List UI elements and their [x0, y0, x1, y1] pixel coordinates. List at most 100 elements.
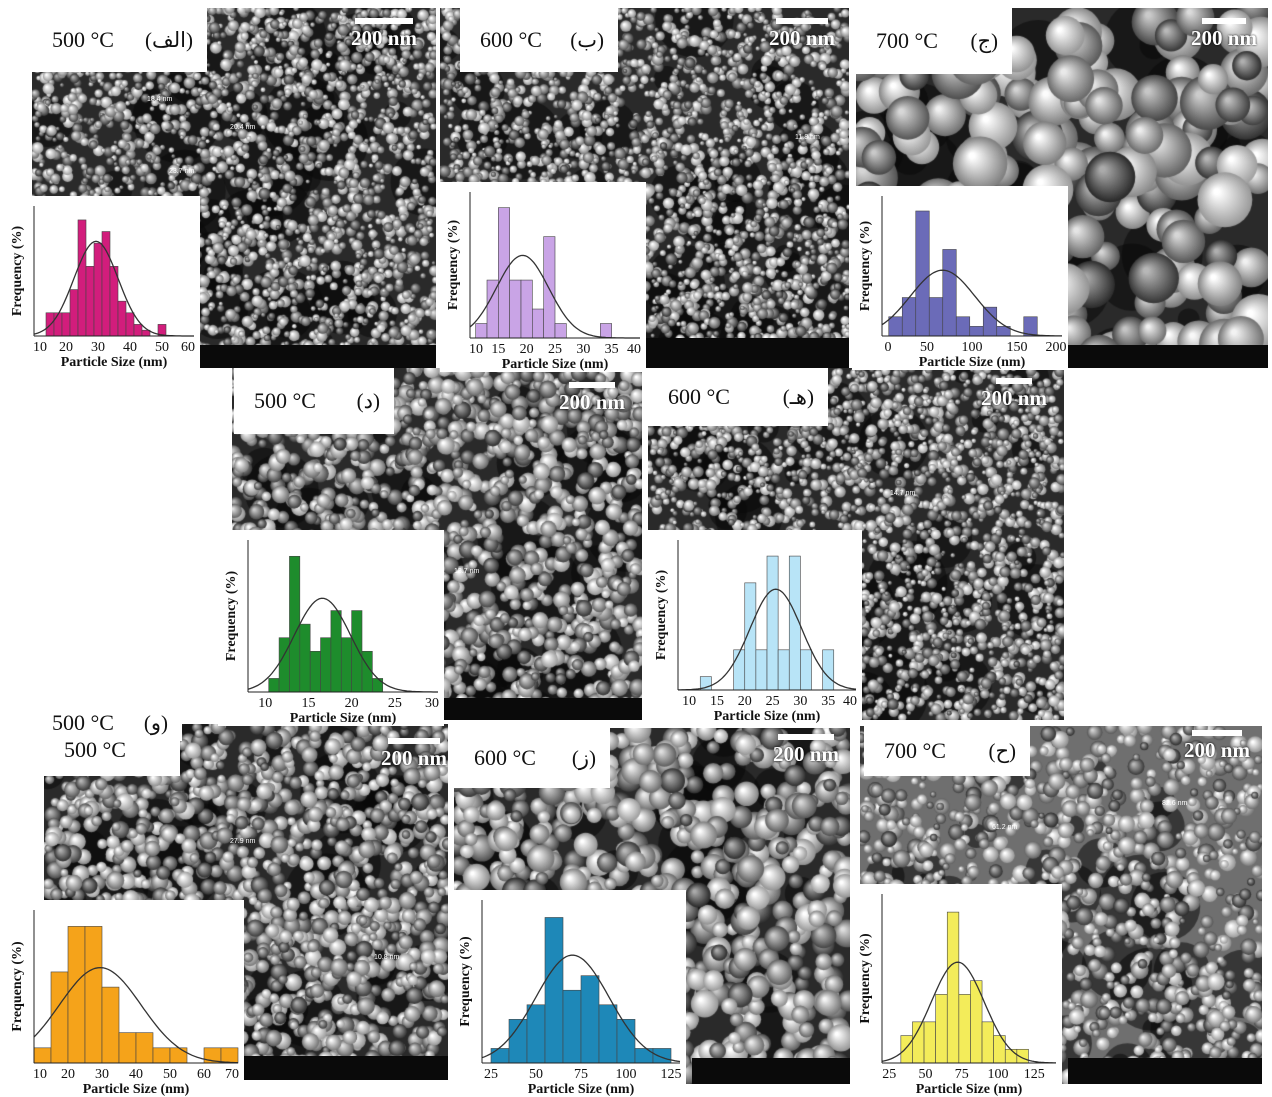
- histogram-bar: [970, 326, 984, 336]
- histogram-bar: [78, 220, 86, 336]
- scale-label: 200 nm: [344, 26, 424, 51]
- histogram-bar: [102, 987, 119, 1063]
- x-tick-label: 20: [59, 340, 73, 355]
- histogram-bar: [68, 926, 85, 1063]
- histogram-bar: [521, 280, 532, 338]
- x-axis-label: Particle Size (nm): [919, 355, 1026, 370]
- x-tick-label: 30: [91, 340, 105, 355]
- histogram-bar: [947, 912, 959, 1063]
- x-tick-label: 50: [163, 1067, 177, 1082]
- histogram-bar: [823, 650, 834, 690]
- histogram-bar: [555, 324, 566, 338]
- panel-letter-top: (و): [144, 711, 168, 736]
- panel-letter: (ح): [988, 739, 1016, 764]
- measurement-label: 23.7 nm: [169, 168, 194, 175]
- x-tick-label: 50: [155, 340, 169, 355]
- panel-label-dal: 500 °C (د): [234, 368, 394, 434]
- histogram-bar: [300, 624, 310, 692]
- histogram-bar: [916, 211, 930, 336]
- histogram-bar: [153, 1048, 170, 1063]
- x-tick-label: 100: [988, 1067, 1009, 1082]
- y-axis-label: Frequency (%): [858, 933, 873, 1024]
- info-strip: [1066, 345, 1268, 368]
- x-tick-label: 10: [258, 696, 272, 711]
- x-tick-label: 20: [738, 694, 752, 709]
- y-axis-label: Frequency (%): [10, 941, 25, 1032]
- scale-bar: 200 nm: [344, 18, 424, 51]
- histogram-bar: [221, 1048, 238, 1063]
- histogram-bar: [85, 926, 102, 1063]
- x-tick-label: 75: [955, 1067, 969, 1082]
- x-tick-label: 20: [520, 342, 534, 357]
- y-axis-label: Frequency (%): [654, 569, 669, 660]
- histogram-inset-alef: Frequency (%) 10 20 30 40 50 60 Particle Size (…: [4, 196, 200, 370]
- x-tick-label: 40: [129, 1067, 143, 1082]
- x-tick-label: 10: [33, 340, 47, 355]
- histogram-bar: [943, 249, 957, 336]
- scale-bar: 200 nm: [974, 378, 1054, 411]
- temperature-label: 600 °C: [668, 384, 730, 410]
- histogram-bar: [912, 1022, 924, 1063]
- scale-label: 200 nm: [974, 386, 1054, 411]
- panel-label-vav-top: 500 °C (و): [44, 705, 182, 741]
- x-axis-label: Particle Size (nm): [61, 355, 168, 370]
- histogram-bar: [545, 917, 563, 1063]
- panel-letter: (هـ): [783, 385, 814, 410]
- panel-letter: (ب): [570, 28, 604, 53]
- histogram-bar: [767, 556, 778, 690]
- x-tick-label: 15: [301, 696, 315, 711]
- measurement-label: 14.7 nm: [890, 490, 915, 497]
- temperature-label-top: 500 °C: [52, 710, 114, 736]
- histogram-bar: [136, 1033, 153, 1063]
- histogram-bar: [51, 972, 68, 1063]
- x-tick-label: 15: [491, 342, 505, 357]
- measurement-label: 61.2 nm: [992, 824, 1017, 831]
- histogram-bar: [134, 324, 142, 336]
- histogram-bar: [310, 651, 320, 692]
- histogram-bar: [800, 650, 811, 690]
- temperature-label: 600 °C: [480, 27, 542, 53]
- measurement-label: 13.7 nm: [454, 568, 479, 575]
- scale-label: 200 nm: [1174, 738, 1260, 763]
- scale-bar: 200 nm: [1184, 18, 1264, 51]
- histogram-inset-he: Frequency (%) 10 15 20 25 30 35 40 Particle Size…: [648, 530, 862, 724]
- x-tick-label: 50: [919, 1067, 933, 1082]
- panel-letter: (د): [357, 389, 380, 414]
- x-axis-label: Particle Size (nm): [916, 1082, 1023, 1097]
- histogram-bar: [532, 309, 543, 338]
- histogram-bar: [321, 638, 331, 692]
- scale-bar: 200 nm: [1174, 730, 1260, 763]
- x-tick-label: 50: [920, 340, 934, 355]
- histogram-bar: [544, 237, 555, 338]
- x-tick-label: 125: [1024, 1067, 1045, 1082]
- histogram-bar: [352, 611, 362, 692]
- histogram-bar: [956, 317, 970, 336]
- x-tick-label: 70: [225, 1067, 239, 1082]
- x-axis-label: Particle Size (nm): [714, 709, 821, 724]
- histogram-bar: [372, 678, 382, 692]
- histogram-bar: [289, 556, 299, 692]
- x-tick-label: 30: [95, 1067, 109, 1082]
- histogram-bar: [635, 1048, 653, 1063]
- x-tick-label: 40: [123, 340, 137, 355]
- panel-label-jim: 700 °C (ج): [856, 8, 1012, 74]
- x-tick-label: 20: [61, 1067, 75, 1082]
- histogram-bar: [734, 650, 745, 690]
- histogram-bar: [491, 1048, 509, 1063]
- info-strip: [645, 338, 849, 368]
- scale-bar: 200 nm: [552, 382, 632, 415]
- x-tick-label: 30: [576, 342, 590, 357]
- x-tick-label: 35: [821, 694, 835, 709]
- panel-label-alef: 500 °C (الف): [32, 8, 207, 72]
- histogram-bar: [936, 994, 948, 1063]
- x-tick-label: 125: [661, 1067, 682, 1082]
- x-tick-label: 25: [388, 696, 402, 711]
- histogram-bar: [929, 298, 943, 336]
- histogram-bar: [86, 266, 94, 336]
- histogram-bar: [527, 1005, 545, 1063]
- x-tick-label: 10: [682, 694, 696, 709]
- histogram-bar: [1005, 1049, 1017, 1063]
- histogram-bar: [599, 1005, 617, 1063]
- histogram-bar: [778, 650, 789, 690]
- histogram-bar: [331, 611, 341, 692]
